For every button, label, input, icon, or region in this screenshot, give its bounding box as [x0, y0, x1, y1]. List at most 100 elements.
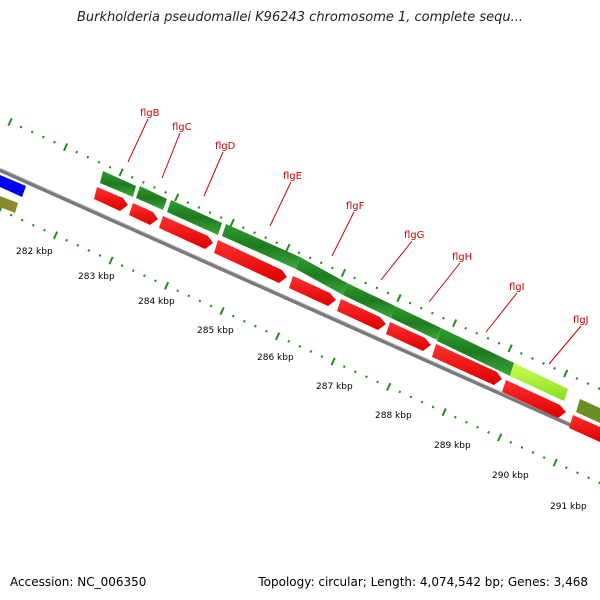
gene-label-flgF[interactable]: flgF: [346, 201, 365, 212]
feature-neighbor-blue[interactable]: [0, 175, 26, 197]
cds-flgE[interactable]: [214, 240, 287, 283]
track-tick: [130, 175, 134, 179]
gene-label-flgG[interactable]: flgG: [404, 230, 424, 241]
gene-label-leader-flgD: [203, 151, 224, 197]
track-tick: [531, 451, 535, 454]
gene-flgB[interactable]: [100, 171, 136, 197]
outer-tick-track: [7, 117, 600, 391]
track-tick: [108, 256, 114, 265]
track-tick: [287, 339, 291, 343]
track-tick: [63, 143, 69, 152]
track-tick: [131, 269, 135, 273]
gene-flgF[interactable]: [296, 257, 347, 295]
scale-label: 288 kbp: [375, 411, 412, 421]
map-title: Burkholderia pseudomallei K96243 chromos…: [76, 10, 524, 25]
track-tick: [41, 135, 45, 139]
track-tick: [552, 458, 558, 467]
track-tick: [320, 355, 324, 358]
track-tick: [453, 415, 457, 419]
gene-label-flgI[interactable]: flgI: [509, 282, 525, 293]
track-tick: [386, 291, 390, 295]
track-tick: [497, 433, 503, 442]
cds-flgJ[interactable]: [502, 380, 566, 418]
track-tick: [20, 218, 24, 222]
track-tick: [30, 130, 34, 134]
track-tick: [19, 125, 23, 129]
track-tick: [386, 382, 392, 391]
gene-label-flgJ[interactable]: flgJ: [573, 315, 589, 326]
cds-flgG[interactable]: [337, 299, 386, 330]
track-tick: [575, 377, 579, 380]
track-tick: [52, 231, 59, 240]
cds-flgB[interactable]: [94, 187, 128, 211]
track-tick: [97, 160, 101, 164]
cds-flgD[interactable]: [159, 216, 213, 249]
track-tick: [0, 205, 3, 213]
gene-label-flgD[interactable]: flgD: [215, 141, 236, 152]
cds-flgH[interactable]: [386, 322, 431, 351]
gene-label-leader-flgF: [331, 211, 355, 257]
track-tick: [219, 306, 225, 316]
gene-label-leader-flgJ: [548, 325, 582, 365]
track-tick: [265, 329, 268, 333]
gene-flgE[interactable]: [222, 224, 300, 269]
gene-flgC[interactable]: [136, 186, 167, 210]
track-tick: [364, 281, 368, 285]
track-tick: [319, 261, 323, 265]
track-tick: [476, 425, 479, 429]
track-tick: [330, 266, 334, 270]
track-tick: [430, 311, 434, 315]
track-tick: [586, 382, 590, 385]
track-tick: [531, 356, 534, 360]
scale-label: 287 kbp: [316, 382, 353, 392]
track-tick: [275, 332, 281, 341]
gene-label-flgH[interactable]: flgH: [452, 252, 472, 263]
gene-flgD[interactable]: [167, 200, 222, 235]
track-tick: [396, 293, 402, 303]
cds-flgF[interactable]: [289, 276, 336, 306]
gene-label-leader-flgI: [485, 292, 518, 333]
scale-label: 291 kbp: [550, 502, 587, 512]
gene-label-flgB[interactable]: flgB: [140, 108, 160, 119]
gene-label-leader-flgE: [269, 181, 292, 227]
inner-tick-track: [0, 205, 600, 485]
scale-label: 286 kbp: [257, 353, 294, 363]
track-tick: [142, 180, 145, 184]
track-tick: [409, 395, 413, 399]
scale-label: 284 kbp: [138, 297, 175, 307]
track-tick: [254, 324, 257, 328]
track-tick: [275, 241, 279, 245]
scale-label: 285 kbp: [197, 326, 234, 336]
gene-flgG[interactable]: [343, 283, 395, 318]
scale-label: 282 kbp: [16, 247, 53, 257]
track-tick: [431, 405, 435, 409]
gene-label-flgE[interactable]: flgE: [283, 171, 302, 182]
track-tick: [118, 168, 124, 177]
track-tick: [297, 251, 301, 255]
gene-label-leader-flgG: [380, 240, 413, 281]
gene-flgH[interactable]: [391, 306, 441, 340]
track-tick: [176, 289, 180, 293]
gene-label-flgC[interactable]: flgC: [172, 122, 192, 133]
track-tick: [285, 243, 291, 252]
gene-next[interactable]: [576, 399, 600, 423]
feature-neighbor-olive[interactable]: [0, 196, 18, 213]
track-tick: [298, 345, 302, 348]
accession-text: Accession: NC_006350: [10, 575, 147, 589]
track-tick: [507, 344, 513, 353]
gene-flgI[interactable]: [437, 328, 514, 376]
cds-flgI[interactable]: [432, 344, 502, 385]
track-tick: [597, 387, 600, 391]
track-tick: [53, 140, 56, 144]
track-tick: [120, 264, 124, 267]
track-tick: [353, 276, 356, 280]
cds-next[interactable]: [569, 415, 600, 442]
track-tick: [242, 319, 246, 323]
track-tick: [198, 299, 202, 303]
track-tick: [43, 228, 46, 232]
track-tick: [87, 249, 91, 252]
track-tick: [86, 155, 90, 159]
gene-flgJ[interactable]: [510, 363, 568, 401]
cds-flgC[interactable]: [129, 203, 158, 225]
